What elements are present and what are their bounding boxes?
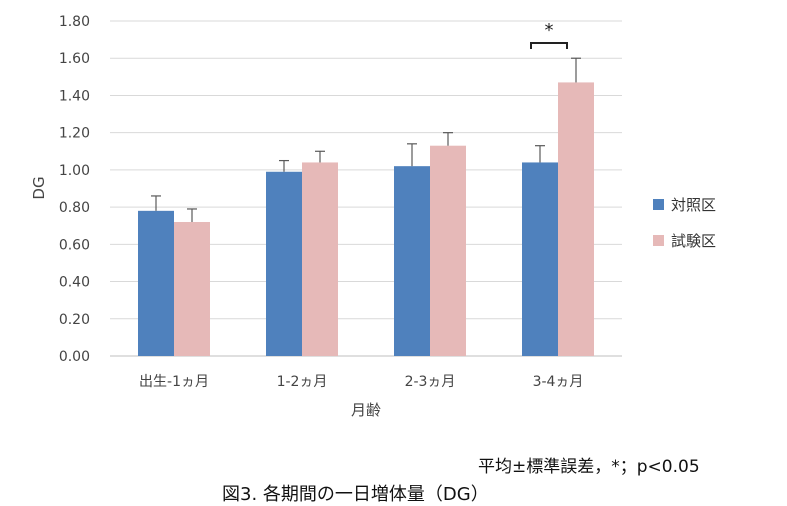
significance-bracket-line	[530, 42, 568, 49]
bar	[302, 162, 338, 356]
bar	[430, 145, 466, 356]
y-tick-label: 1.40	[59, 88, 90, 104]
y-tick-label: 0.40	[59, 275, 90, 291]
y-tick-label: 1.20	[59, 126, 90, 142]
statistics-note: 平均±標準誤差，*；p<0.05	[478, 457, 700, 477]
significance-star: *	[545, 20, 554, 41]
figure-caption: 図3. 各期間の一日増体量（DG）	[222, 484, 489, 505]
y-tick-label: 0.20	[59, 312, 90, 328]
y-tick-labels: 0.00 0.20 0.40 0.60 0.80 1.00 1.20 1.40 1.60 1.80	[59, 14, 90, 365]
x-tick-label: 2-3ヵ月	[405, 374, 456, 390]
x-tick-label: 出生-1ヵ月	[139, 374, 209, 390]
significance-bracket: *	[530, 20, 568, 49]
bar-chart: 0.00 0.20 0.40 0.60 0.80 1.00 1.20 1.40 1.60 1.80…	[30, 14, 716, 419]
x-tick-labels: 出生-1ヵ月 1-2ヵ月 2-3ヵ月 3-4ヵ月	[139, 374, 583, 390]
y-tick-label: 1.80	[59, 14, 90, 30]
y-tick-label: 0.00	[59, 349, 90, 365]
legend-label: 試験区	[671, 232, 716, 250]
y-tick-label: 0.80	[59, 200, 90, 216]
y-tick-label: 1.60	[59, 51, 90, 67]
bar	[394, 166, 430, 356]
legend-label: 対照区	[671, 196, 716, 214]
legend-swatch	[653, 199, 664, 210]
bar	[174, 222, 210, 356]
bars	[138, 82, 594, 357]
y-tick-label: 0.60	[59, 237, 90, 253]
legend-swatch	[653, 235, 664, 246]
y-tick-label: 1.00	[59, 163, 90, 179]
x-tick-label: 3-4ヵ月	[533, 374, 584, 390]
bar	[138, 210, 174, 356]
error-bars	[151, 57, 581, 222]
x-axis-title: 月齢	[351, 401, 381, 419]
bar	[266, 171, 302, 356]
bar	[558, 82, 594, 357]
x-tick-label: 1-2ヵ月	[277, 374, 328, 390]
y-axis-title: DG	[30, 176, 48, 199]
bar	[522, 162, 558, 356]
